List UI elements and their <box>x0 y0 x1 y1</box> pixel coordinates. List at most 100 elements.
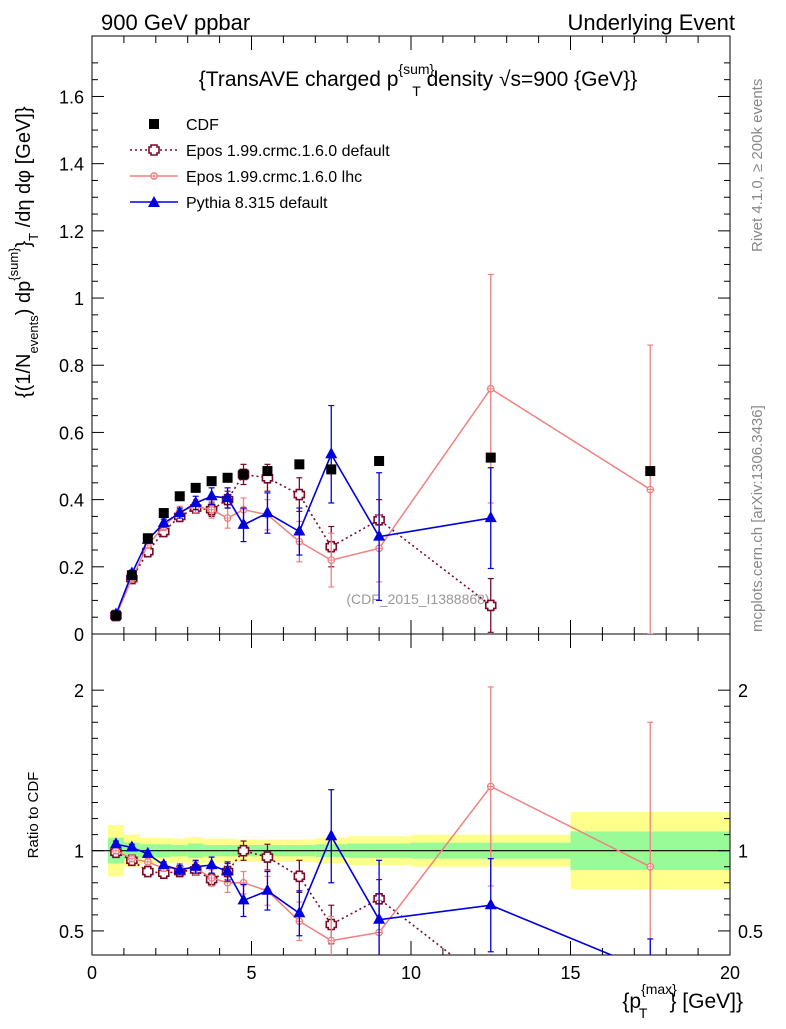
ratio-point-pythia <box>157 858 170 870</box>
x-tick-label: 10 <box>401 963 421 983</box>
ratio-y-axis-label: Ratio to CDF <box>25 772 42 859</box>
legend-marker-epos-default <box>148 144 160 156</box>
ratio-y-tick-label: 2 <box>74 681 84 701</box>
y-tick-label: 0.6 <box>59 423 84 443</box>
main-point-pythia <box>325 447 338 459</box>
ratio-y-tick-label-right: 2 <box>738 681 748 701</box>
xlabel-part-3: T <box>639 1005 648 1021</box>
main-y-axis-label: {(1/Nevents) dp{sum}}T /dη dφ [GeV]} <box>6 106 41 398</box>
main-plot-title: {TransAVE charged p{sum} T density √s=900… <box>199 61 637 99</box>
ylabel-part-6: T <box>26 233 41 241</box>
main-point-cdf <box>326 464 337 475</box>
x-tick-label: 5 <box>246 963 256 983</box>
main-series-cdf <box>110 452 656 621</box>
main-point-epos_default <box>484 599 497 612</box>
ylabel-part-3: ) dp <box>13 281 35 315</box>
title-rest-text: density √s=900 {GeV}} <box>421 68 637 91</box>
xlabel-part-2: {max} <box>641 981 677 997</box>
legend: CDF Epos 1.99.crmc.1.6.0 default Epos 1.… <box>130 117 390 212</box>
y-tick-label: 0.8 <box>59 356 84 376</box>
ratio-y-tick-label-right: 1 <box>738 842 748 862</box>
main-point-pythia <box>157 516 170 528</box>
legend-label-epos-lhc: Epos 1.99.crmc.1.6.0 lhc <box>186 169 362 186</box>
main-point-cdf <box>110 610 121 621</box>
ratio-y-tick-label: 0.5 <box>59 922 84 942</box>
title-superscript: {sum} <box>398 61 434 77</box>
x-tick-label: 0 <box>87 963 97 983</box>
xlabel-part-4: } [GeV]} <box>669 990 743 1013</box>
ylabel-part-1: {(1/N <box>13 354 35 398</box>
legend-label-cdf: CDF <box>186 117 219 134</box>
ratio-series-pythia <box>109 789 656 975</box>
ratio-point-pythia <box>293 906 306 918</box>
watermark: (CDF_2015_I1388868) <box>346 591 489 607</box>
ratio-point-pythia <box>325 829 338 841</box>
y-tick-label: 0.4 <box>59 491 84 511</box>
ratio-point-pythia <box>237 893 250 905</box>
legend-marker-pythia <box>148 196 160 207</box>
side-label-bottom: mcplots.cern.ch [arXiv:1306.3436] <box>749 405 766 632</box>
y-tick-label: 1.2 <box>59 222 84 242</box>
y-tick-label: 1.6 <box>59 87 84 107</box>
plot-layer: 00.20.40.60.811.21.41.60.5 0.51 12 20 5 10 15 2… <box>59 35 763 990</box>
header-right: Underlying Event <box>567 10 735 35</box>
ratio-point-epos_default <box>237 844 250 857</box>
ratio-point-pythia <box>373 912 386 924</box>
main-point-cdf <box>374 455 385 466</box>
ratio-point-pythia <box>644 964 656 975</box>
ratio-point-epos_default <box>486 980 496 990</box>
y-tick-label: 0.2 <box>59 558 84 578</box>
main-point-pythia <box>221 490 234 502</box>
main-point-cdf <box>126 570 137 581</box>
main-point-cdf <box>142 533 153 544</box>
ratio-point-pythia <box>173 862 186 874</box>
ylabel-part-7: /dη dφ [GeV]} <box>13 106 35 233</box>
main-point-cdf <box>174 491 185 502</box>
main-point-cdf <box>294 459 305 470</box>
x-tick-label: 15 <box>560 963 580 983</box>
ratio-point-pythia <box>189 859 202 871</box>
legend-label-epos-default: Epos 1.99.crmc.1.6.0 default <box>186 143 390 160</box>
main-point-cdf <box>222 472 233 483</box>
main-point-pythia <box>484 511 497 523</box>
header-left: 900 GeV ppbar <box>101 10 250 35</box>
ratio-point-pythia <box>484 898 497 910</box>
ylabel-part-4: {sum} <box>6 247 21 281</box>
main-point-pythia <box>261 506 274 518</box>
ratio-point-pythia <box>221 864 234 876</box>
ratio-point-pythia <box>261 883 274 895</box>
x-axis-label: {p{max} T } [GeV]} <box>622 981 743 1021</box>
ratio-point-pythia <box>109 837 122 849</box>
main-series-epos_default <box>110 463 497 633</box>
y-tick-label: 0 <box>74 625 84 645</box>
main-point-cdf <box>206 476 217 487</box>
main-point-epos_default <box>293 488 306 501</box>
ratio-point-pythia <box>141 846 154 858</box>
main-point-cdf <box>238 469 249 480</box>
title-subscript: T <box>412 83 421 99</box>
legend-label-pythia: Pythia 8.315 default <box>186 195 328 212</box>
ratio-point-epos_default <box>261 851 274 863</box>
legend-marker-cdf <box>149 119 159 129</box>
main-point-cdf <box>645 466 656 477</box>
main-series-epos_lhc <box>112 273 655 634</box>
main-point-pythia <box>205 489 218 501</box>
ratio-y-tick-label-right: 0.5 <box>738 922 763 942</box>
y-tick-label: 1.4 <box>59 155 84 175</box>
main-point-cdf <box>485 452 496 463</box>
ylabel-part-5: } <box>13 241 35 248</box>
ratio-y-tick-label: 1 <box>74 842 84 862</box>
y-tick-label: 1 <box>74 289 84 309</box>
ratio-point-pythia <box>205 858 218 870</box>
main-point-pythia <box>293 524 306 536</box>
xlabel-part-1: {p <box>622 990 641 1013</box>
main-point-cdf <box>158 508 169 519</box>
main-point-pythia <box>173 506 186 518</box>
ratio-point-epos_default <box>293 870 306 883</box>
ratio-point-epos_default <box>142 865 154 878</box>
side-label-top: Rivet 4.1.0, ≥ 200k events <box>749 79 766 252</box>
ylabel-part-2: events <box>26 315 41 354</box>
ratio-point-pythia <box>125 840 138 852</box>
main-point-pythia <box>189 495 202 507</box>
